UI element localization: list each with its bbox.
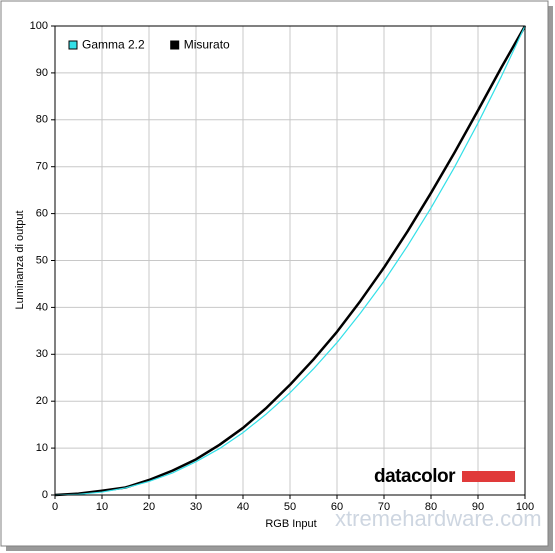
y-tick-label: 90 xyxy=(36,67,48,79)
x-tick-label: 90 xyxy=(472,501,484,513)
x-tick-label: 0 xyxy=(52,501,58,513)
legend-swatch xyxy=(68,40,78,50)
x-axis-label: RGB Input xyxy=(265,518,316,530)
y-tick-label: 80 xyxy=(36,114,48,126)
x-tick-label: 40 xyxy=(237,501,249,513)
legend-label: Gamma 2.2 xyxy=(82,38,145,52)
y-tick-label: 0 xyxy=(42,489,48,501)
x-tick-label: 30 xyxy=(190,501,202,513)
logo-bar xyxy=(462,471,515,482)
y-axis-label: Luminanza di output xyxy=(14,210,26,309)
y-tick-label: 20 xyxy=(36,395,48,407)
x-tick-label: 60 xyxy=(331,501,343,513)
x-tick-label: 100 xyxy=(516,501,534,513)
x-tick-label: 50 xyxy=(284,501,296,513)
y-tick-label: 50 xyxy=(36,254,48,266)
lines xyxy=(54,25,527,497)
x-tick-label: 80 xyxy=(425,501,437,513)
logo-text: datacolor xyxy=(374,466,456,487)
y-tick-label: 60 xyxy=(36,208,48,220)
watermark: xtremehardware.com xyxy=(335,506,542,531)
series-line xyxy=(54,25,526,496)
x-tick-label: 10 xyxy=(96,501,108,513)
series-line xyxy=(54,25,527,497)
y-tick-label: 30 xyxy=(36,348,48,360)
y-tick-label: 100 xyxy=(30,20,48,32)
x-tick-label: 70 xyxy=(378,501,390,513)
y-tick-label: 70 xyxy=(36,161,48,173)
legend-swatch xyxy=(170,40,180,50)
legend-label: Misurato xyxy=(184,38,230,52)
y-tick-label: 10 xyxy=(36,442,48,454)
y-tick-label: 40 xyxy=(36,301,48,313)
x-tick-label: 20 xyxy=(143,501,155,513)
